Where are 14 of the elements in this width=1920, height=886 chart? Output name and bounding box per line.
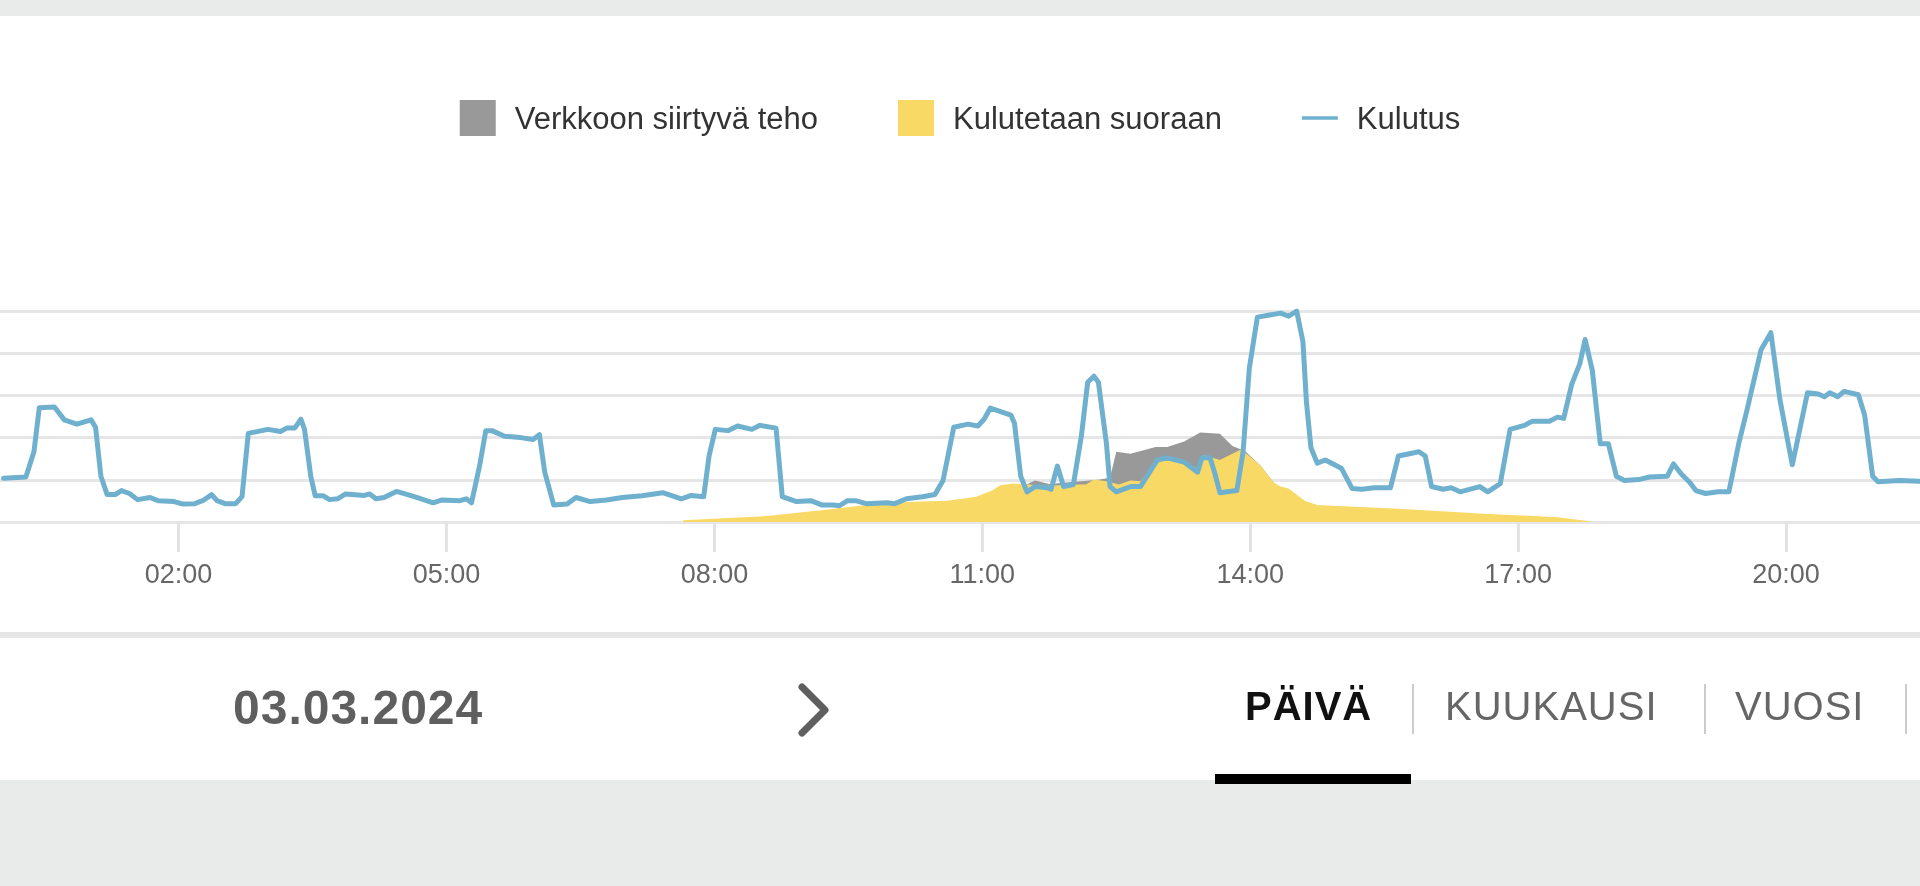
x-tick-label: 20:00 bbox=[1752, 558, 1820, 589]
x-tick-label: 11:00 bbox=[949, 558, 1016, 589]
text: PÄIVÄ bbox=[1245, 684, 1373, 729]
text: 03.03.2024 bbox=[233, 680, 484, 735]
x-tick-label: 08:00 bbox=[680, 558, 749, 589]
x-tick-label: 17:00 bbox=[1484, 558, 1552, 589]
x-tick-label: 02:00 bbox=[144, 558, 213, 589]
legend-label: Verkkoon siirtyvä teho bbox=[514, 100, 818, 136]
legend-label: Kulutus bbox=[1356, 100, 1461, 136]
text: KUUKAUSI bbox=[1445, 684, 1658, 729]
text: VUOSI bbox=[1735, 684, 1865, 729]
x-tick-label: 05:00 bbox=[412, 558, 481, 589]
legend-label: Kulutetaan suoraan bbox=[953, 100, 1222, 136]
x-tick-label: 14:00 bbox=[1216, 558, 1285, 589]
